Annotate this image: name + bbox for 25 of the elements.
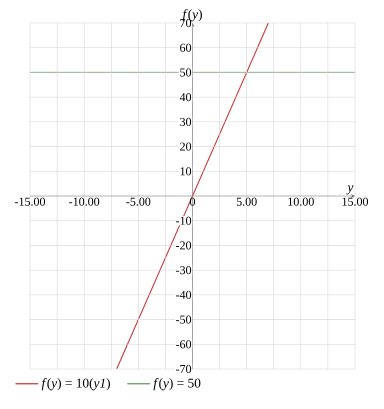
y-tick-label: 40 [180,93,192,102]
y-tick-label: -60 [176,340,192,348]
legend-label: f(y) = 10(y1) [42,378,110,390]
y-tick-label: -30 [176,266,192,274]
y-tick-label: 50 [180,68,192,76]
legend-label: f(y) = 50 [153,378,200,390]
x-tick-label: 0 [190,198,196,206]
x-tick-label: 15.00 [342,198,368,206]
x-tick-label: -10.00 [69,198,100,206]
y-tick-label: -50 [176,316,192,324]
y-tick-label: -10 [176,216,192,225]
y-tick-label: -20 [176,241,192,250]
x-tick-label: 5.00 [236,198,257,206]
x-tick-label: 10.00 [288,198,314,206]
y-tick-label: 20 [180,142,192,151]
y-tick-label: 70 [180,18,192,28]
y-tick-label: 30 [180,118,192,126]
x-tick-label: -5.00 [126,198,150,206]
x-axis-title: y [346,185,354,194]
y-axis-title: f(y) [182,9,202,22]
y-tick-label: 60 [180,44,192,52]
y-tick-label: -40 [176,290,192,299]
x-tick-label: -15.00 [14,198,46,206]
y-tick-label: -70 [176,364,192,374]
y-tick-label: 10 [180,167,192,176]
